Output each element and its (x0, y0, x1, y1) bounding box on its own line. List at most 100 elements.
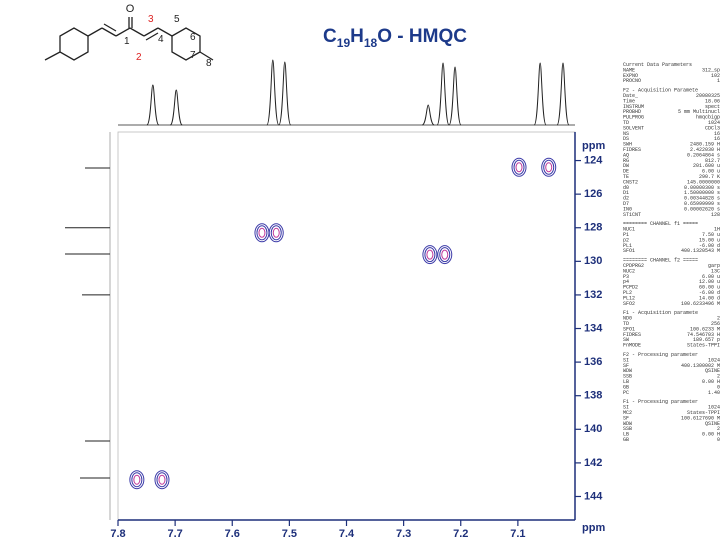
param-name: LB (623, 379, 629, 385)
param-value: 0.00344828 s (684, 196, 720, 202)
param-value: 128 (711, 212, 720, 218)
param-name: PULPROG (623, 115, 644, 121)
contour (545, 162, 553, 173)
param-value: 100.6233496 M (681, 301, 720, 307)
param-name: FnMODE (623, 343, 641, 349)
param-name: ND0 (623, 316, 632, 322)
contour (256, 225, 268, 241)
param-name: PROCNO (623, 78, 641, 84)
cross-peak (154, 470, 170, 490)
param-value: 100.6127690 M (681, 415, 720, 421)
param-value: 290.7 K (699, 174, 720, 180)
param-value: 0.00 H (702, 432, 720, 438)
contour (270, 225, 282, 241)
param-value: 60.00 u (699, 285, 720, 291)
param-value: 20080325 (696, 93, 720, 99)
title-part: C (323, 26, 337, 47)
param-value: 7.50 u (702, 232, 720, 238)
atom-label: 2 (136, 52, 142, 63)
param-name: DW (623, 163, 629, 169)
param-value: 1 (717, 78, 720, 84)
param-name: SFO2 (623, 301, 635, 307)
param-name: SW (623, 337, 629, 343)
param-value: 256 (711, 321, 720, 327)
param-value: 1.40 (708, 390, 720, 396)
title-part: H (350, 26, 364, 47)
y-axis-label: ppm (582, 140, 605, 152)
structure (44, 17, 214, 61)
param-value: 0.00002620 s (684, 206, 720, 212)
x-tick-label: 7.5 (282, 528, 297, 540)
cross-peak (268, 223, 284, 243)
param-value: 1.50000000 s (684, 190, 720, 196)
param-name: SFO1 (623, 326, 635, 332)
f2-peak (169, 89, 183, 126)
param-name: IN0 (623, 206, 632, 212)
param-header: Current Data Parameters (623, 62, 692, 68)
param-value: 312_sp (702, 67, 720, 73)
x-axis-label: ppm (582, 522, 605, 534)
param-value: 189.657 p (693, 337, 720, 343)
param-name: TD (623, 120, 629, 126)
param-header: ======== CHANNEL f2 ===== (623, 258, 698, 264)
param-name: D7 (623, 201, 629, 207)
x-tick-label: 7.6 (225, 528, 240, 540)
y-tick-label: 132 (584, 289, 602, 301)
contour (513, 159, 525, 175)
contour (154, 470, 170, 490)
param-value: hmqcbigp (696, 115, 720, 121)
param-name: NUC2 (623, 268, 635, 274)
atom-label: O (126, 3, 135, 15)
param-name: d0 (623, 185, 629, 191)
param-value: 0.65999999 s (684, 201, 720, 207)
param-name: d2 (623, 196, 629, 202)
y-tick-label: 124 (584, 154, 603, 166)
contour (541, 157, 557, 177)
title-subscript: 19 (337, 36, 351, 50)
param-name: SSB (623, 426, 632, 432)
x-tick-label: 7.8 (110, 528, 125, 540)
param-value: 15.00 u (699, 237, 720, 243)
param-value: QSINE (705, 421, 720, 427)
param-value: 16 (714, 131, 720, 137)
param-value: 102 (711, 73, 720, 79)
f2-peak (421, 104, 435, 126)
param-value: 2480.159 H (690, 142, 720, 148)
y-tick-label: 140 (584, 423, 602, 435)
param-value: 16 (714, 136, 720, 142)
param-value: 201.600 u (693, 163, 720, 169)
contour (424, 247, 436, 263)
param-name: SI (623, 405, 629, 411)
y-tick-label: 134 (584, 322, 603, 334)
atom-label: 8 (206, 58, 212, 69)
x-tick-label: 7.3 (396, 528, 411, 540)
param-name: INSTRUM (623, 104, 644, 110)
param-name: p4 (623, 279, 629, 285)
param-value: 812.7 (705, 158, 720, 164)
title-subscript: 18 (364, 36, 378, 50)
param-value: 0.00000300 s (684, 185, 720, 191)
cross-peak (129, 470, 145, 490)
param-header: F1 - Acquisition paramete (623, 310, 698, 316)
param-value: -6.00 d (699, 290, 720, 296)
param-value: spect (705, 104, 720, 110)
f2-peak (266, 59, 280, 126)
param-name: NUC1 (623, 227, 635, 233)
param-value: 12.00 u (699, 279, 720, 285)
param-name: AQ (623, 152, 629, 158)
contour (426, 249, 434, 260)
param-header: F1 - Processing parameter (623, 399, 698, 405)
cross-peak (511, 157, 527, 177)
x-tick-label: 7.1 (510, 528, 525, 540)
atom-label: 5 (174, 14, 180, 25)
param-name: ST1CNT (623, 212, 641, 218)
param-value: CDCl3 (705, 125, 720, 131)
contour (422, 245, 438, 265)
param-value: -6.00 d (699, 243, 720, 249)
contour (515, 162, 523, 173)
param-name: TE (623, 174, 629, 180)
contour (543, 159, 555, 175)
contour (158, 474, 166, 485)
f2-peak (436, 62, 450, 126)
param-name: FIDRES (623, 332, 641, 338)
